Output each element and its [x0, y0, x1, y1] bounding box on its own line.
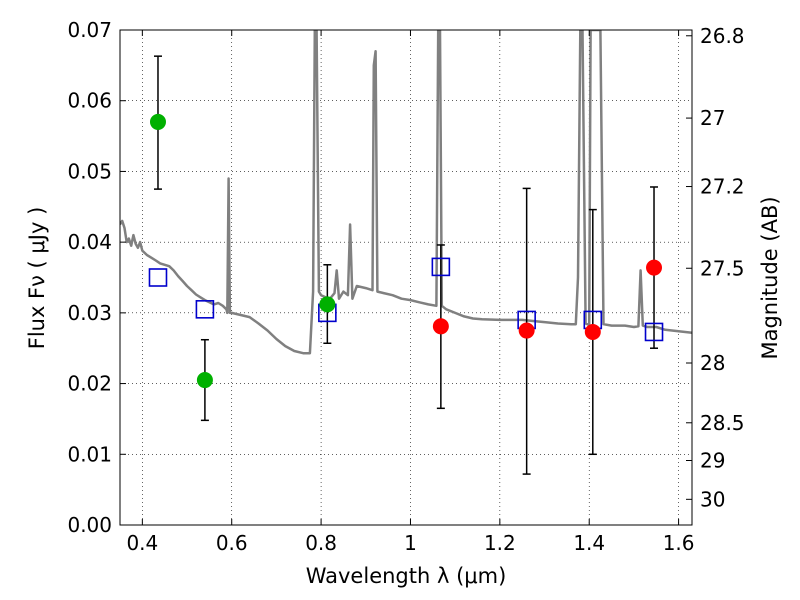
x-tick-label: 1.4 [573, 531, 605, 555]
y-tick-label: 0.00 [67, 513, 112, 537]
model-photometry-marker [195, 300, 215, 319]
model-photometry-marker [644, 322, 664, 342]
nearir-data-point [432, 318, 449, 335]
right-tick-label: 30 [700, 487, 725, 511]
plot-background [120, 30, 692, 525]
right-axis-title: Magnitude (AB) [758, 196, 782, 359]
y-axis-title: Flux Fν ( μJy ) [25, 207, 49, 350]
optical-data-point [319, 296, 336, 313]
x-tick-label: 1.6 [663, 531, 695, 555]
right-tick-label: 27.5 [700, 256, 745, 280]
x-axis-title: Wavelength λ (μm) [306, 564, 507, 588]
x-tick-label: 1.2 [484, 531, 516, 555]
y-tick-label: 0.01 [67, 442, 112, 466]
y-tick-label: 0.02 [67, 372, 112, 396]
model-photometry-marker [148, 268, 168, 287]
model-photometry-marker [431, 257, 451, 277]
right-tick-label: 27.2 [700, 175, 745, 199]
right-tick-label: 28.5 [700, 411, 745, 435]
y-tick-label: 0.07 [67, 18, 112, 42]
marker-layer [148, 113, 664, 389]
optical-data-point [149, 113, 166, 130]
data-layer [120, 30, 692, 355]
optical-data-point [196, 372, 213, 389]
right-tick-label: 29 [700, 449, 725, 473]
y-tick-label: 0.04 [67, 230, 112, 254]
y-tick-label: 0.03 [67, 301, 112, 325]
right-tick-label: 26.8 [700, 24, 745, 48]
x-tick-label: 0.8 [305, 531, 337, 555]
nearir-data-point [584, 323, 601, 340]
x-tick-label: 0.4 [126, 531, 158, 555]
right-tick-label: 27 [700, 106, 725, 130]
x-tick-label: 0.6 [216, 531, 248, 555]
y-tick-label: 0.06 [67, 89, 112, 113]
ticks: 0.4 0.6 0.8 1 1.2 1.4 1.6 0.00 0.01 0.02 0.03 0.04 0… [67, 18, 744, 555]
nearir-data-point [646, 259, 663, 276]
y-tick-label: 0.05 [67, 159, 112, 183]
spectrum-line [120, 30, 692, 355]
plot-frame [119, 29, 693, 526]
nearir-data-point [518, 322, 535, 339]
right-tick-label: 28 [700, 351, 725, 375]
x-tick-label: 1 [404, 531, 417, 555]
